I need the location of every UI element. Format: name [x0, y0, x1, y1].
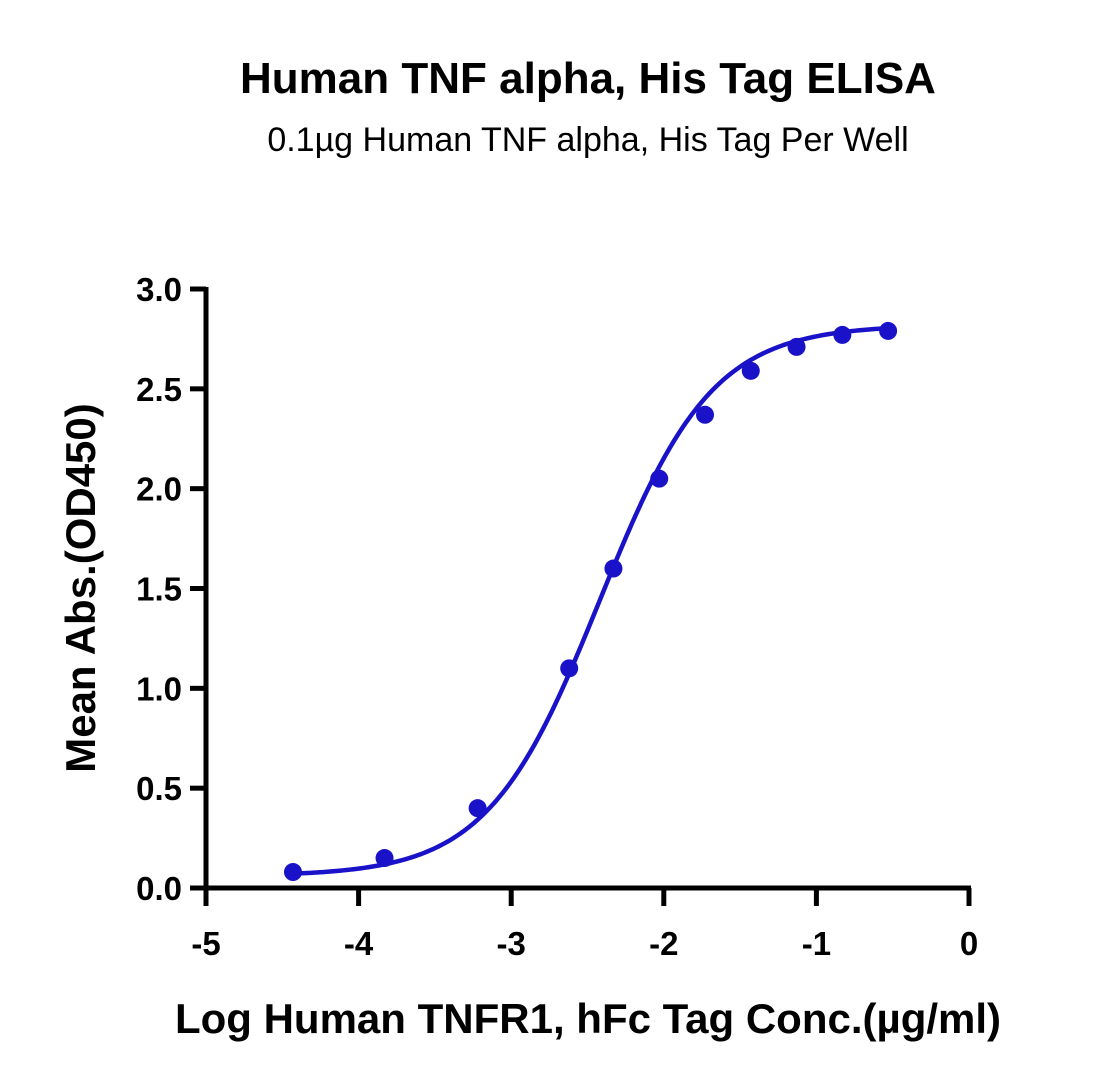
data-point — [879, 321, 898, 340]
x-axis: -5 -4 -3 -2 -1 0 — [191, 885, 978, 962]
chart-title: Human TNF alpha, His Tag ELISA — [240, 54, 936, 103]
y-tick-label: 1.0 — [136, 670, 182, 707]
data-point — [741, 361, 760, 380]
x-tick-label: -1 — [802, 925, 831, 962]
x-tick-label: -4 — [344, 925, 374, 962]
y-tick-label: 0.0 — [136, 870, 182, 907]
data-point — [604, 559, 623, 578]
data-point — [560, 659, 579, 678]
plot-area — [283, 321, 898, 882]
y-tick-label: 1.5 — [136, 571, 182, 608]
x-tick-label: -2 — [649, 925, 678, 962]
y-tick-label: 0.5 — [136, 770, 182, 807]
chart-subtitle: 0.1µg Human TNF alpha, His Tag Per Well — [267, 121, 908, 159]
data-point — [696, 405, 715, 424]
data-point — [787, 337, 806, 356]
fit-curve — [292, 325, 889, 876]
x-tick-label: -3 — [497, 925, 526, 962]
y-tick-label: 2.0 — [136, 471, 182, 508]
x-tick-label: -5 — [191, 925, 220, 962]
x-tick-label: 0 — [960, 925, 978, 962]
x-axis-title: Log Human TNFR1, hFc Tag Conc.(µg/ml) — [175, 995, 1001, 1042]
data-point — [283, 863, 302, 882]
data-point — [468, 799, 487, 818]
y-axis: 0.0 0.5 1.0 1.5 2.0 2.5 3.0 — [136, 271, 209, 907]
data-point — [833, 325, 852, 344]
data-point — [650, 469, 669, 488]
data-point — [375, 849, 394, 868]
y-tick-label: 2.5 — [136, 371, 182, 408]
y-tick-label: 3.0 — [136, 271, 182, 308]
y-axis-title: Mean Abs.(OD450) — [57, 403, 104, 773]
